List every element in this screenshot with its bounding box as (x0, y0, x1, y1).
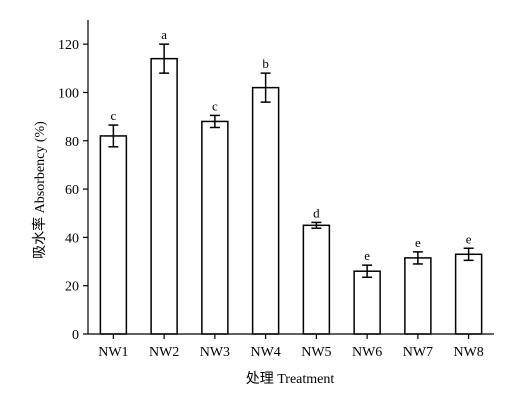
significance-label-nw1: c (110, 108, 116, 123)
bar-nw8 (454, 253, 483, 335)
y-tick-labels: 0 20 40 60 80 100 120 (58, 38, 79, 343)
significance-label-nw3: c (212, 98, 218, 113)
x-tick-label-nw3: NW3 (200, 345, 230, 360)
x-axis-title: 处理 Treatment (246, 371, 335, 387)
bar-nw3 (201, 120, 229, 335)
bar-nw6 (353, 270, 381, 335)
x-tick-label-nw6: NW6 (352, 345, 382, 360)
x-tick-label-nw4: NW4 (250, 345, 280, 360)
x-tick-label-nw8: NW8 (453, 345, 483, 360)
significance-label-nw4: b (262, 56, 269, 71)
significance-label-nw7: e (415, 235, 421, 250)
x-tick-label-nw7: NW7 (403, 345, 433, 360)
bar-nw1 (99, 135, 128, 335)
x-tick-label-nw1: NW1 (98, 345, 128, 360)
significance-label-nw8: e (466, 231, 472, 246)
y-tick-label-60: 60 (65, 183, 79, 198)
bar-nw5 (302, 224, 331, 335)
axes-layer (83, 20, 494, 339)
y-tick-label-80: 80 (65, 135, 79, 150)
y-tick-label-0: 0 (72, 328, 79, 343)
x-tick-label-nw2: NW2 (149, 345, 179, 360)
significance-label-nw5: d (313, 205, 320, 220)
bar-nw7 (404, 257, 432, 335)
significance-label-nw2: a (161, 27, 167, 42)
bars-layer (99, 57, 483, 335)
y-tick-label-20: 20 (65, 280, 79, 295)
bar-nw4 (251, 86, 280, 335)
bar-nw2 (150, 57, 178, 335)
y-axis-title: 吸水率 Absorbency (%) (31, 121, 48, 259)
significance-label-nw6: e (364, 248, 370, 263)
y-tick-label-40: 40 (65, 231, 79, 246)
x-tick-label-nw5: NW5 (301, 345, 331, 360)
x-tick-labels: NW1 NW2 NW3 NW4 NW5 NW6 NW7 NW8 (98, 345, 484, 360)
significance-labels-layer: c a c b d e e e (110, 27, 471, 263)
y-tick-label-120: 120 (58, 38, 79, 53)
error-bars-layer (108, 43, 474, 278)
y-tick-label-100: 100 (58, 86, 79, 101)
